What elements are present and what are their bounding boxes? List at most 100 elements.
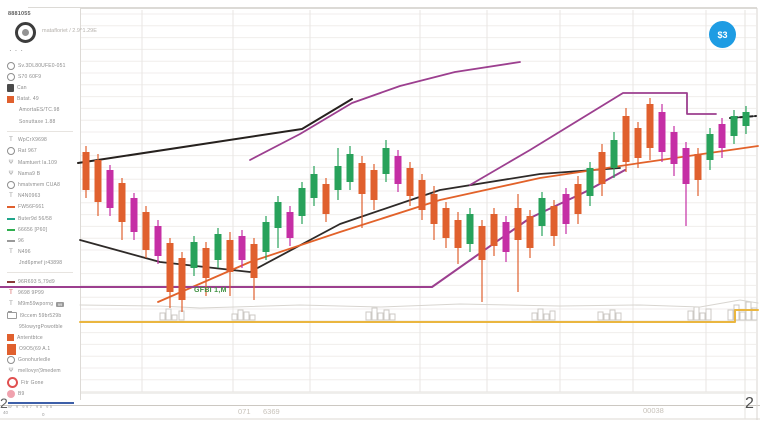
sidebar-item-label: 66656 [P60]: [18, 226, 48, 233]
sidebar-item-label: Nama9 B: [18, 170, 41, 177]
sidebar-item-label: Can: [17, 84, 27, 91]
sidebar-item[interactable]: 95lowyrgPowotble: [7, 321, 79, 332]
sidebar-item[interactable]: Buter9d 56/58: [7, 213, 79, 224]
left-page-number: 2: [0, 395, 8, 411]
volume-bars: [159, 301, 758, 321]
sidebar-item-label: S70 60F9: [18, 73, 42, 80]
sidebar-item-label: Mamtuert la.109: [18, 159, 58, 166]
sidebar-scroll-indicator[interactable]: [8, 402, 74, 404]
sidebar-item[interactable]: T M9m59wporng 99: [7, 299, 79, 310]
sidebar-item-label: Antentbtce: [17, 334, 43, 341]
sidebar-item[interactable]: Batat. 49: [7, 94, 79, 105]
sidebar-item[interactable]: Jnd6pmef jr43898: [7, 258, 79, 269]
sidebar-item-label: Batat. 49: [17, 96, 39, 103]
glyph-t-red-icon: T: [9, 290, 13, 297]
sidebar-item[interactable]: B9: [7, 388, 79, 399]
circle-red-icon: [7, 377, 18, 389]
sidebar-item[interactable]: S70 60F9: [7, 71, 79, 82]
sidebar-item[interactable]: Sv.3DL80UFE0-051: [7, 60, 79, 71]
sidebar-divider: [7, 127, 73, 132]
sidebar-item[interactable]: Sonuttaxe 1.88: [7, 116, 79, 127]
band-purple-right: [469, 92, 717, 186]
sidebar-item-label: Rat 967: [18, 148, 37, 155]
sidebar-item[interactable]: T WpCrX9698: [7, 135, 79, 146]
sidebar-item[interactable]: T N4N0963: [7, 191, 79, 202]
ring-icon: [7, 72, 15, 81]
glyph-w-icon: Ψ: [8, 368, 14, 375]
sidebar-item-label: l9ccem 59br529b: [20, 312, 62, 319]
sidebar-item-label: 9698 9P99: [18, 290, 44, 297]
sidebar-item[interactable]: 66656 [P60]: [7, 224, 79, 235]
glyph-t-icon: T: [9, 193, 13, 200]
dash-darkred-icon: [7, 280, 15, 283]
sidebar-item-label: FW56F661: [18, 204, 45, 211]
level-yellow: [79, 309, 759, 323]
footer-micro-text: W 9 997 98 95: [8, 404, 54, 409]
chart-symbol-label: GFBI 1,M: [194, 287, 227, 294]
glyph-w-icon: Ψ: [8, 170, 14, 177]
circle-pink-icon: [7, 389, 15, 398]
sidebar-item[interactable]: 96R693 5,79d9: [7, 276, 79, 287]
sidebar-item[interactable]: T 9698 9P99: [7, 288, 79, 299]
item-badge: 99: [56, 301, 64, 307]
ma-black: [79, 167, 621, 273]
sidebar-item-label: Sv.3DL80UFE0-051: [18, 62, 66, 69]
sidebar-item[interactable]: O9O5(69 A.1: [7, 343, 79, 355]
band-purple-left: [249, 61, 521, 161]
sidebar-item[interactable]: Gonohurledle: [7, 355, 79, 366]
sqorange-lg-icon: [7, 343, 16, 355]
sidebar-item[interactable]: Can: [7, 82, 79, 93]
sidebar-item-label: M9m59wporng: [18, 301, 54, 308]
candles: [82, 98, 750, 312]
baseline-grey: [79, 299, 759, 309]
sidebar-item-label: Sonuttaxe 1.88: [19, 118, 56, 125]
sidebar-item[interactable]: AmortaES/TC.98: [7, 105, 79, 116]
sidebar-item-label: WpCrX9698: [18, 137, 48, 144]
dash-green-icon: [7, 228, 15, 231]
footer-micro-value: 40: [3, 410, 9, 415]
sidebar-item[interactable]: 96: [7, 235, 79, 246]
sidebar-item[interactable]: Ψ Mamtuert la.109: [7, 157, 79, 168]
sidebar-item-label: B9: [18, 390, 25, 397]
sidebar-item[interactable]: Rat 967: [7, 146, 79, 157]
sidebar-item-label: N496: [18, 249, 31, 256]
logo-dot: [22, 29, 29, 36]
dash-black-right: [729, 115, 757, 119]
badge-text: $3: [717, 29, 728, 40]
chat-help-badge[interactable]: $3: [709, 21, 736, 48]
sidebar-item[interactable]: hmatvmem CUA8: [7, 179, 79, 190]
ring-icon: [7, 356, 15, 365]
dash-grey-icon: [7, 239, 15, 242]
glyph-t-icon: T: [9, 137, 13, 144]
overflow-menu-button[interactable]: ···: [9, 46, 26, 55]
sidebar-item[interactable]: Fitr Gone: [7, 377, 79, 389]
footer-micro-zero: 0: [42, 412, 45, 417]
sidebar-item[interactable]: Antentbtce: [7, 332, 79, 343]
app-title: matafloriet / 2.9^1.29E: [42, 28, 97, 34]
x-axis-label: 00038: [643, 406, 664, 415]
sidebar-item-label: O9O5(69 A.1: [19, 346, 51, 353]
sidebar-item[interactable]: FW56F661: [7, 202, 79, 213]
glyph-t-icon: T: [9, 249, 13, 256]
sidebar-item-label: N4N0963: [18, 193, 41, 200]
sidebar-item[interactable]: l9ccem 59br529b: [7, 310, 79, 321]
sidebar-item-label: AmortaES/TC.98: [19, 107, 60, 114]
glyph-w-icon: Ψ: [8, 159, 14, 166]
dash-teal-icon: [7, 217, 15, 220]
sidebar-item[interactable]: Ψ Nama9 B: [7, 168, 79, 179]
x-axis-label: 6369: [263, 407, 280, 416]
sidebar-item-label: Jnd6pmef jr43898: [19, 260, 63, 267]
sidebar-item-list: Sv.3DL80UFE0-051 S70 60F9 Can Batat. 49 Amor…: [7, 60, 79, 399]
dash-orange-icon: [7, 206, 15, 209]
app-logo-icon[interactable]: [15, 22, 36, 43]
ring-icon: [7, 61, 15, 70]
sidebar-item[interactable]: T N496: [7, 247, 79, 258]
sqorange-icon: [7, 95, 14, 103]
sidebar-item-label: 96: [18, 237, 24, 244]
gridlines: [80, 10, 756, 393]
sidebar-item-label: hmatvmem CUA8: [18, 181, 61, 188]
